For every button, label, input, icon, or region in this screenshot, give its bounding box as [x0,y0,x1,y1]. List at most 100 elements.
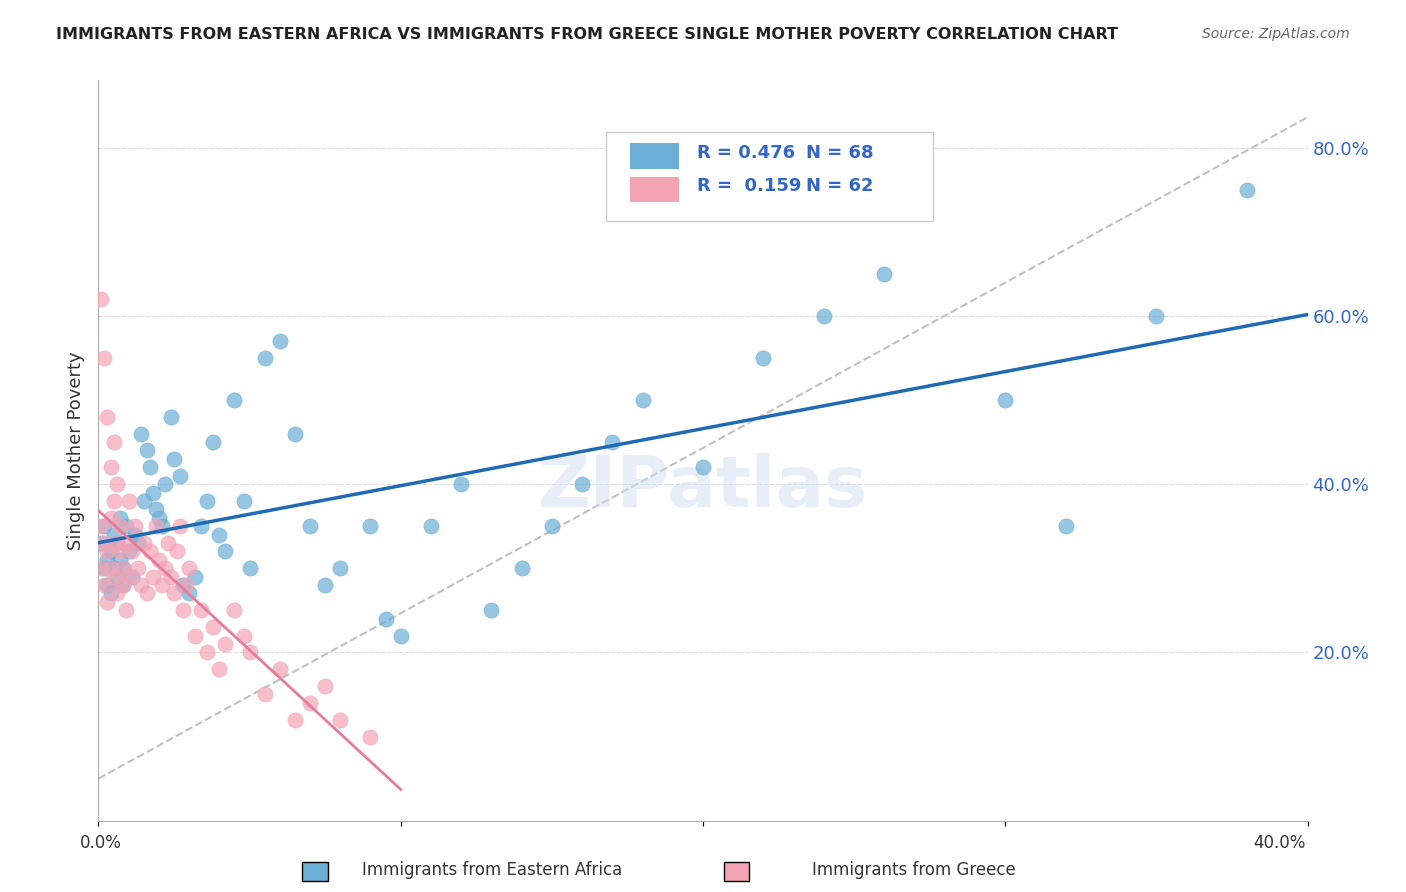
Point [239,645,262,659]
Text: N = 62: N = 62 [806,178,873,195]
Text: 40.0%: 40.0% [1253,834,1306,852]
Point [124,527,146,541]
Point [90,561,112,575]
Point [96,409,118,424]
Text: 0.0%: 0.0% [80,834,122,852]
Point [752,351,775,365]
Point [481,603,503,617]
Point [214,544,236,558]
Point [118,544,141,558]
Point [132,494,155,508]
Point [184,628,207,642]
Point [179,586,201,600]
Point [111,578,134,592]
Point [450,477,472,491]
Point [108,544,131,558]
Point [190,603,212,617]
Point [148,510,170,524]
Point [148,553,170,567]
Point [329,561,352,575]
Text: N = 68: N = 68 [806,144,873,162]
Point [100,544,122,558]
Point [129,578,152,592]
Point [208,527,231,541]
Point [631,392,654,407]
Point [420,519,443,533]
Point [127,536,149,550]
Point [172,603,194,617]
Text: IMMIGRANTS FROM EASTERN AFRICA VS IMMIGRANTS FROM GREECE SINGLE MOTHER POVERTY C: IMMIGRANTS FROM EASTERN AFRICA VS IMMIGR… [56,27,1118,42]
Point [269,334,291,348]
Point [105,569,128,583]
Point [269,662,291,676]
Point [163,451,186,466]
Point [389,628,412,642]
Point [239,561,262,575]
Point [105,536,128,550]
Point [314,679,336,693]
Point [105,536,128,550]
Point [284,713,307,727]
Point [195,494,218,508]
Point [150,578,173,592]
Point [224,603,246,617]
Point [93,536,115,550]
Point [114,519,136,533]
Point [232,628,254,642]
Point [1054,519,1077,533]
Point [90,536,112,550]
Point [96,578,118,592]
FancyBboxPatch shape [630,177,679,202]
Point [96,553,118,567]
Point [232,494,254,508]
Point [145,502,167,516]
Y-axis label: Single Mother Poverty: Single Mother Poverty [66,351,84,549]
Point [139,544,162,558]
Point [96,595,118,609]
Point [93,351,115,365]
Point [132,536,155,550]
Point [163,586,186,600]
Point [105,586,128,600]
Point [299,519,322,533]
Text: Immigrants from Greece: Immigrants from Greece [813,861,1015,879]
Point [93,578,115,592]
Point [127,561,149,575]
Point [873,267,896,281]
Point [166,544,188,558]
Point [169,468,191,483]
Point [160,409,183,424]
Point [571,477,593,491]
Point [124,519,146,533]
Point [150,519,173,533]
Point [129,426,152,441]
Point [103,527,125,541]
Point [111,578,134,592]
Point [284,426,307,441]
Point [172,578,194,592]
Point [374,612,396,626]
Point [360,519,382,533]
Point [90,292,112,306]
Point [174,578,197,592]
Point [142,485,165,500]
Point [100,561,122,575]
Point [1144,309,1167,323]
Point [108,510,131,524]
FancyBboxPatch shape [630,144,679,169]
Point [156,536,179,550]
Text: R = 0.476: R = 0.476 [697,144,794,162]
Point [93,519,115,533]
Point [103,435,125,450]
Point [510,561,533,575]
Point [540,519,562,533]
Point [253,351,276,365]
Point [299,696,322,710]
Point [114,536,136,550]
Point [100,510,122,524]
Text: ZIPatlas: ZIPatlas [538,453,868,522]
Point [139,460,162,475]
Point [96,544,118,558]
Point [118,569,141,583]
Point [994,392,1017,407]
